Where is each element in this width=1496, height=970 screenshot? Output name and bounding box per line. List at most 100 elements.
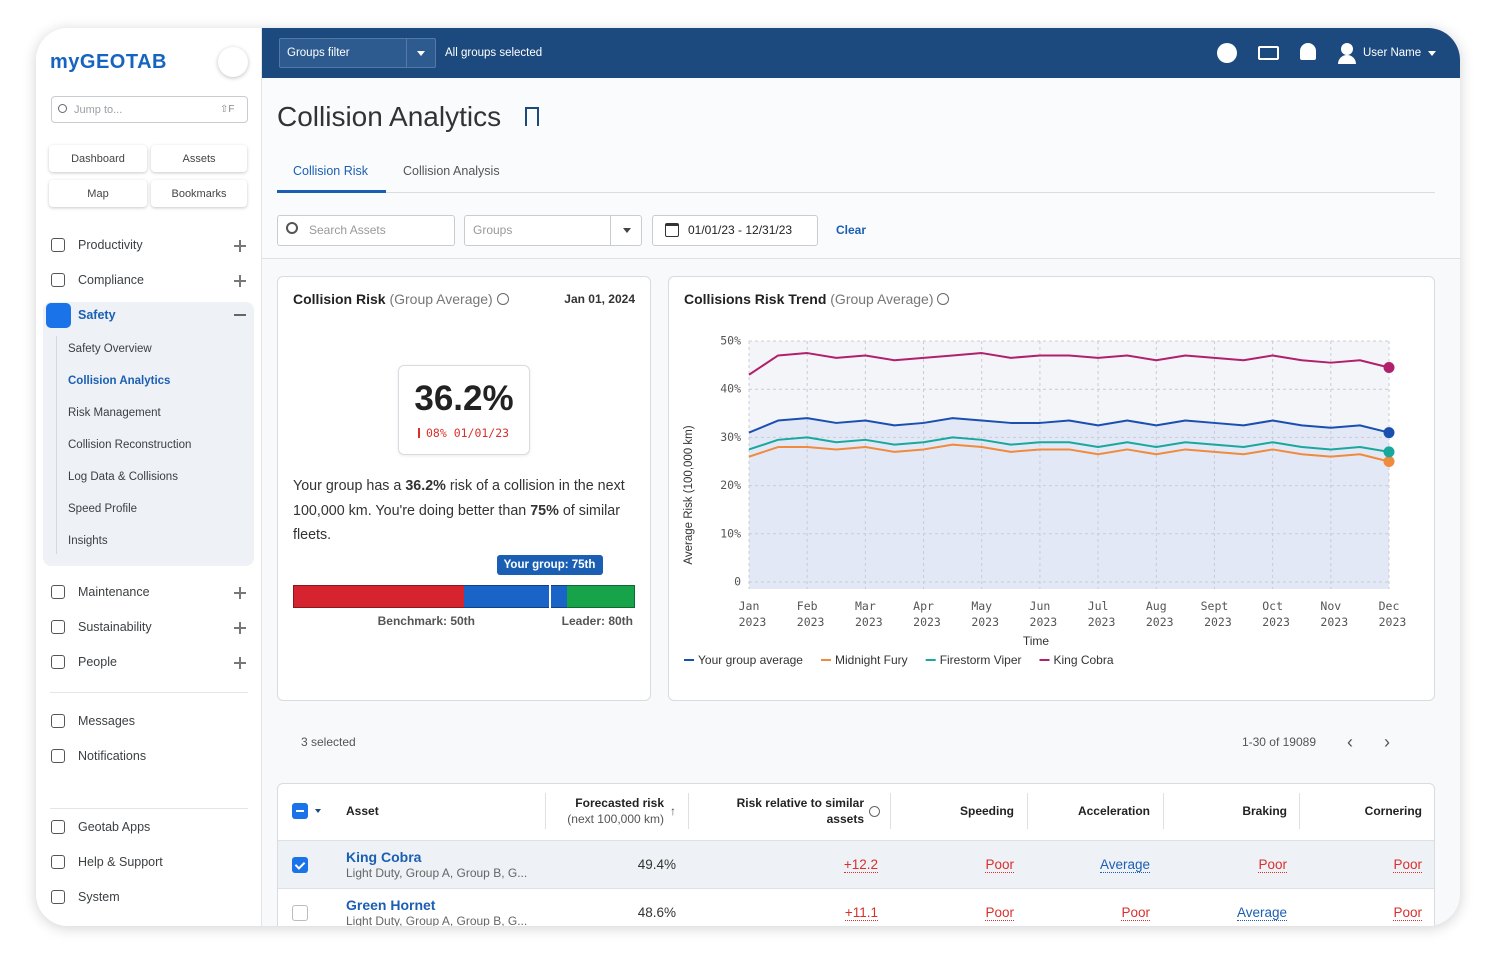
rating-cornering: Poor: [1393, 857, 1422, 873]
description-part: Your group has a: [293, 478, 406, 494]
sub-nav-item[interactable]: Collision Reconstruction: [68, 439, 192, 451]
description-part: 36.2%: [405, 478, 446, 494]
icon: [51, 855, 65, 869]
groups-dropdown[interactable]: [464, 215, 642, 246]
plus-v: [239, 656, 241, 669]
safety-group: [43, 302, 254, 566]
table-row: [278, 888, 1434, 926]
jump-search[interactable]: [51, 96, 248, 123]
asset-name[interactable]: Green Hornet: [346, 897, 436, 913]
plus-v: [239, 274, 241, 287]
help-icon[interactable]: [1217, 43, 1237, 63]
card: [668, 276, 1435, 701]
leader-label: Leader: 80th: [561, 614, 633, 628]
bookmark-icon[interactable]: [525, 107, 539, 126]
nav-item[interactable]: Sustainability: [78, 620, 152, 634]
info-icon: [937, 293, 949, 305]
title-suffix: (Group Average): [830, 291, 934, 307]
asset-groups: Light Duty, Group A, Group B, G...: [346, 914, 528, 926]
row-checkbox[interactable]: [292, 857, 308, 873]
nav-item[interactable]: Help & Support: [78, 855, 163, 869]
title-suffix: (Group Average): [389, 291, 493, 307]
benchmark-segment: [293, 585, 464, 608]
column-header: Forecasted risk: [575, 796, 664, 810]
groups-status: All groups selected: [445, 47, 543, 59]
nav-item[interactable]: System: [78, 890, 120, 904]
section-divider: [262, 258, 1460, 259]
icon: [51, 890, 65, 904]
search-assets-placeholder: Search Assets: [309, 223, 386, 237]
sub-nav-item[interactable]: Collision Analytics: [68, 375, 171, 387]
tab[interactable]: Collision Analysis: [403, 164, 500, 178]
quick-link[interactable]: [151, 145, 247, 172]
caret: [623, 228, 631, 233]
tab-underline: [277, 190, 386, 193]
change-arrow: [418, 428, 420, 438]
bar-outline: [293, 585, 635, 608]
search-icon: [286, 222, 298, 234]
nav-item[interactable]: Productivity: [78, 238, 143, 252]
groups-filter-label: Groups filter: [287, 47, 350, 59]
group-segment: [464, 585, 567, 608]
divider: [50, 692, 248, 693]
date-range: 01/01/23 - 12/31/23: [688, 223, 793, 237]
divider: [50, 808, 248, 809]
sub-nav-item[interactable]: Insights: [68, 535, 108, 547]
tab-active[interactable]: Collision Risk: [293, 164, 369, 178]
benchmark-label: Benchmark: 50th: [377, 614, 475, 628]
nav-item[interactable]: Compliance: [78, 273, 145, 287]
checkbox-dash: [296, 810, 304, 812]
relative-risk: +11.1: [844, 905, 878, 921]
rating-cornering: Poor: [1393, 905, 1422, 921]
row-checkbox[interactable]: [292, 905, 308, 921]
plus-v: [239, 621, 241, 634]
column-header: Braking: [1242, 804, 1287, 818]
column-divider: [1027, 793, 1028, 829]
clear-button[interactable]: Clear: [836, 223, 867, 237]
sub-nav-item[interactable]: Log Data & Collisions: [68, 471, 178, 483]
description-part: of similar fleets.: [293, 502, 621, 544]
nav-item-active[interactable]: Safety: [78, 308, 116, 322]
bell-icon[interactable]: [1300, 43, 1316, 60]
nav-item[interactable]: Notifications: [78, 749, 147, 763]
heading-area: [262, 78, 1460, 258]
forecasted-risk: 49.4%: [637, 857, 676, 872]
search-icon: [58, 104, 67, 113]
title-main: Collision Risk: [293, 291, 386, 307]
sub-nav-item[interactable]: Safety Overview: [68, 343, 152, 355]
risk-card-title: Collision Risk (Group Average): [293, 291, 493, 307]
nav-item[interactable]: Geotab Apps: [78, 820, 151, 834]
quick-link[interactable]: [49, 145, 147, 172]
quick-link-label: Assets: [182, 153, 216, 165]
prev-page[interactable]: ‹: [1347, 732, 1353, 752]
sub-nav-item[interactable]: Speed Profile: [68, 503, 138, 515]
app-frame: myGEOTAB Jump to... ⇧F Dashboard Assets Map Bo…: [36, 28, 1460, 926]
search-assets[interactable]: [277, 215, 455, 246]
nav-item[interactable]: Messages: [78, 714, 135, 728]
user-name[interactable]: User Name: [1363, 47, 1422, 59]
date-picker[interactable]: [652, 215, 818, 246]
groups-filter[interactable]: [279, 38, 436, 68]
quick-link[interactable]: [49, 180, 147, 207]
info-icon: [869, 806, 880, 817]
group-label: Your group: 75th: [503, 559, 596, 571]
nav-item[interactable]: People: [78, 655, 117, 669]
quick-link[interactable]: [151, 180, 247, 207]
nav-item[interactable]: Maintenance: [78, 585, 150, 599]
mail-icon[interactable]: [1258, 46, 1279, 60]
groups-placeholder: Groups: [473, 223, 513, 237]
risk-change: 08% 01/01/23: [426, 426, 510, 440]
collapse-line: [234, 314, 246, 316]
icon: [51, 820, 65, 834]
sub-nav-item[interactable]: Risk Management: [68, 407, 161, 419]
collapse-button[interactable]: [218, 47, 248, 77]
asset-name[interactable]: King Cobra: [346, 849, 422, 865]
icon: [51, 238, 65, 252]
next-page[interactable]: ›: [1384, 732, 1390, 752]
icon: [51, 655, 65, 669]
risk-description: Your group has a 36.2% risk of a collisi…: [293, 474, 638, 548]
risk-date: Jan 01, 2024: [564, 292, 635, 306]
app: myGEOTAB Jump to... ⇧F Dashboard Assets Map Bo…: [36, 28, 1460, 926]
column-header: Risk relative to similar assets: [736, 796, 864, 826]
